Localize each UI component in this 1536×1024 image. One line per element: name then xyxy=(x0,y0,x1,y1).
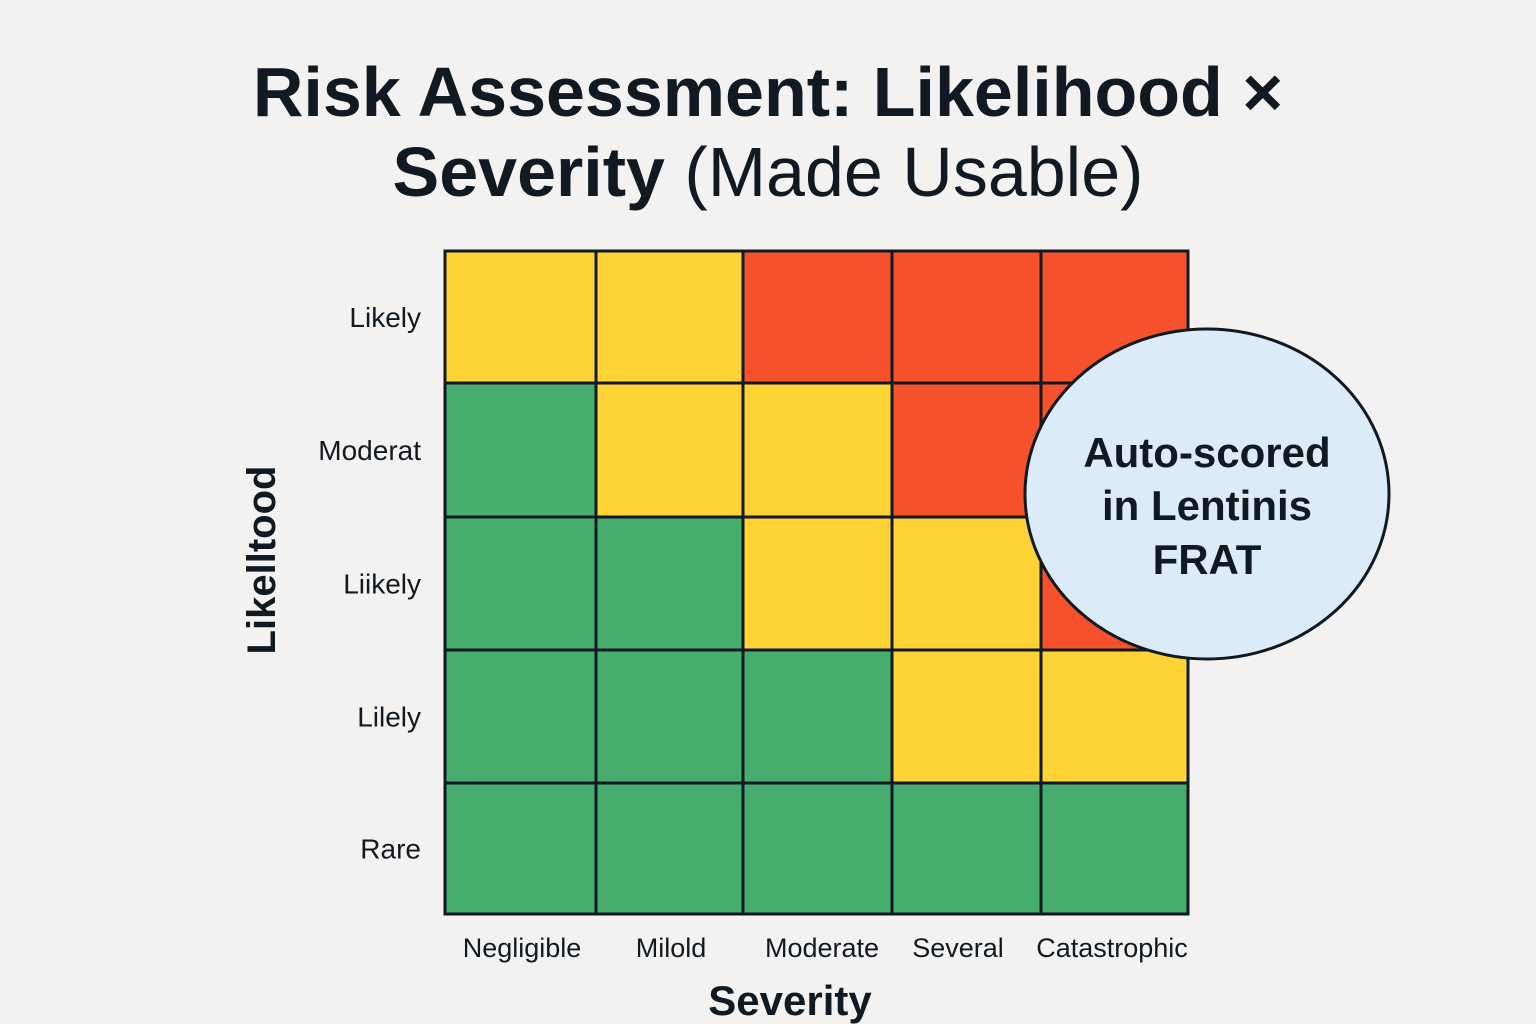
x-tick-label: Moderate xyxy=(765,933,879,963)
callout-bubble xyxy=(1023,327,1391,661)
y-tick-label: Rare xyxy=(360,834,421,865)
y-axis-label: Likelltood xyxy=(240,466,284,655)
matrix-cell-green xyxy=(594,515,745,652)
matrix-cell-yellow xyxy=(890,515,1043,652)
matrix-cell-green xyxy=(443,381,598,519)
callout-text: Auto-scored in Lentinis FRAT xyxy=(1083,429,1330,583)
matrix-cell-green xyxy=(741,648,894,785)
matrix-cell-yellow xyxy=(594,249,745,385)
callout-text-line: Auto-scored xyxy=(1083,429,1330,476)
matrix-cell-yellow xyxy=(594,381,745,519)
y-tick-label: Lilely xyxy=(357,702,421,733)
chart-title: Risk Assessment: Likelihood × Severity (… xyxy=(0,52,1536,212)
matrix-cell-green xyxy=(1039,781,1190,916)
y-tick-labels: Likely Moderat Liikely Lilely Rare xyxy=(318,302,421,865)
callout-text-line: FRAT xyxy=(1153,536,1262,583)
x-axis-label: Severity xyxy=(708,977,872,1024)
callout-text-line: in Lentinis xyxy=(1102,482,1312,529)
matrix-cell-yellow xyxy=(890,648,1043,785)
matrix-cell-yellow xyxy=(741,381,894,519)
x-tick-label: Several xyxy=(912,933,1004,963)
matrix-cell-green xyxy=(741,781,894,916)
matrix-cell-green xyxy=(443,781,598,916)
x-tick-label: Negligible xyxy=(463,933,582,963)
matrix-cell-green xyxy=(443,648,598,785)
matrix-cell-red xyxy=(890,381,1043,519)
x-tick-label: Catastrophic xyxy=(1036,933,1188,963)
x-tick-label: Milold xyxy=(636,933,707,963)
title-line-2-bold: Severity xyxy=(392,133,665,211)
matrix-cell-green xyxy=(594,648,745,785)
y-tick-label: Liikely xyxy=(343,569,421,600)
x-tick-labels: Negligible Milold Moderate Several Catastrop… xyxy=(463,933,1188,963)
matrix-cell-yellow xyxy=(443,249,598,385)
auto-score-callout: Auto-scored in Lentinis FRAT xyxy=(1023,327,1391,661)
y-tick-label: Moderat xyxy=(318,435,421,466)
matrix-cell-green xyxy=(890,781,1043,916)
matrix-cell-green xyxy=(443,515,598,652)
matrix-cell-red xyxy=(741,249,894,385)
matrix-cell-green xyxy=(594,781,745,916)
matrix-cell-yellow xyxy=(741,515,894,652)
matrix-cell-yellow xyxy=(1039,648,1190,785)
matrix-cell-red xyxy=(890,249,1043,385)
y-tick-label: Likely xyxy=(349,302,421,333)
title-line-2-light: (Made Usable) xyxy=(664,133,1144,211)
title-line-1: Risk Assessment: Likelihood × xyxy=(252,53,1284,131)
